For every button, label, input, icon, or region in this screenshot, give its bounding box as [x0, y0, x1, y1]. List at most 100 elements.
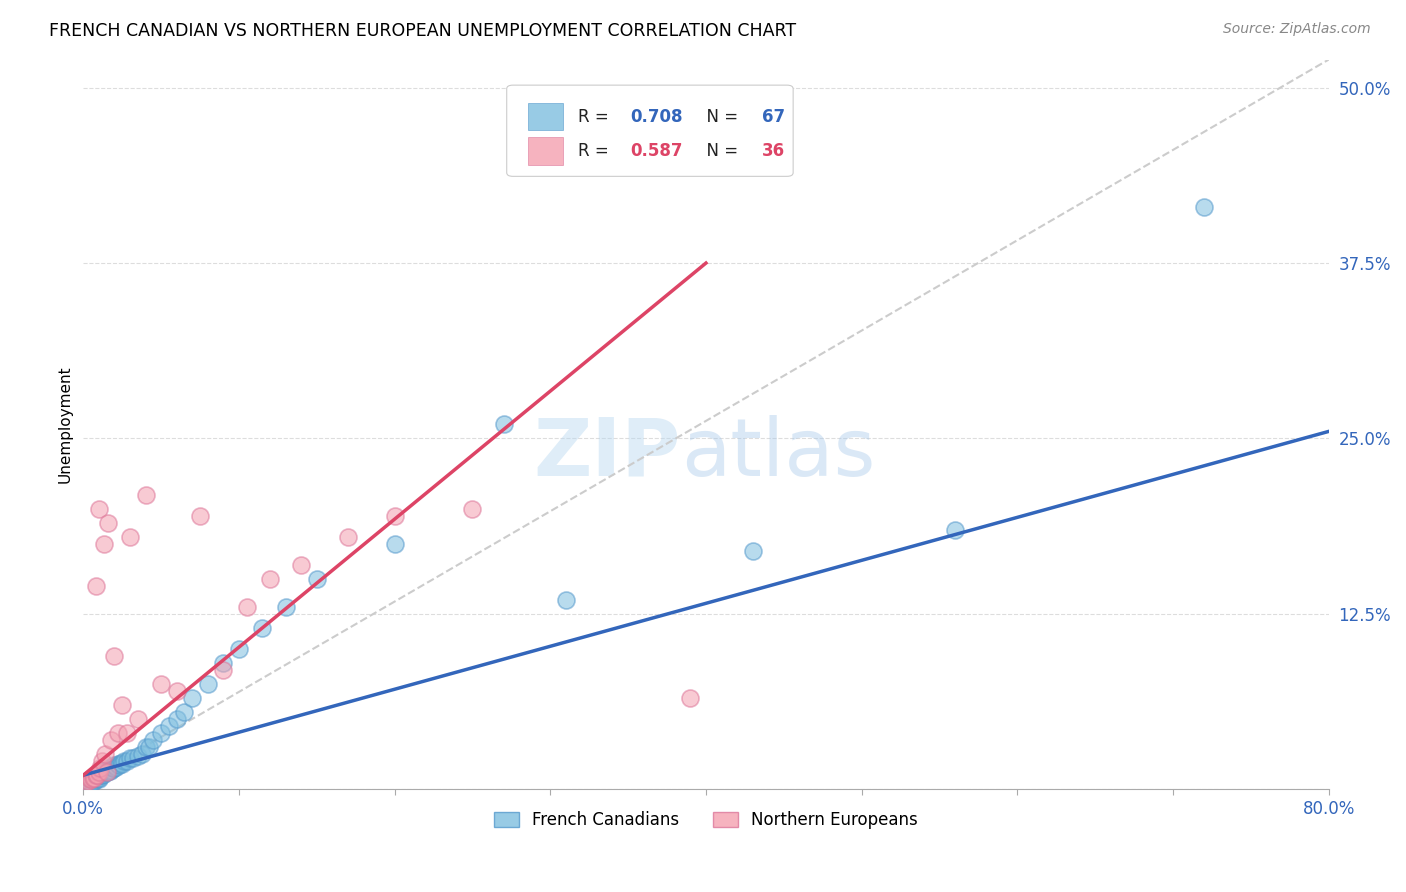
FancyBboxPatch shape [506, 85, 793, 177]
Point [84, 771, 107, 785]
Point [84, 772, 107, 787]
Point [89, 761, 111, 775]
Point [96, 765, 118, 780]
Point [142, 733, 165, 747]
Text: 0.708: 0.708 [630, 108, 682, 126]
Point [259, 572, 281, 586]
FancyBboxPatch shape [527, 103, 562, 130]
Point [87, 765, 110, 780]
Point [127, 748, 149, 763]
Point [111, 756, 134, 771]
Point [336, 530, 359, 544]
Point [97, 516, 120, 530]
Point [235, 599, 257, 614]
Point [492, 417, 515, 432]
Text: R =: R = [578, 108, 613, 126]
Point [89, 768, 111, 782]
Point [87, 766, 110, 780]
Point [135, 487, 157, 501]
Point [104, 760, 127, 774]
Point [188, 508, 211, 523]
Point [77, 775, 100, 789]
Point [80, 775, 103, 789]
Point [101, 761, 124, 775]
Point [87, 771, 110, 785]
Point [87, 772, 110, 787]
Text: 0.587: 0.587 [630, 142, 682, 160]
Point [1192, 200, 1215, 214]
Point [87, 765, 110, 780]
Point [228, 641, 250, 656]
Point [166, 684, 188, 698]
Point [91, 764, 114, 778]
Point [91, 754, 114, 768]
Point [384, 537, 406, 551]
Point [100, 760, 122, 774]
Point [82, 772, 104, 787]
Point [110, 756, 132, 770]
Text: ZIP: ZIP [534, 415, 681, 492]
Point [86, 768, 108, 782]
Point [741, 543, 763, 558]
Point [91, 768, 114, 782]
Point [461, 501, 484, 516]
FancyBboxPatch shape [527, 137, 562, 165]
Point [305, 572, 328, 586]
Point [197, 677, 219, 691]
Point [150, 677, 173, 691]
Text: R =: R = [578, 142, 613, 160]
Text: 36: 36 [762, 142, 785, 160]
Point [93, 764, 115, 778]
Point [100, 763, 122, 777]
Text: Source: ZipAtlas.com: Source: ZipAtlas.com [1223, 22, 1371, 37]
Legend: French Canadians, Northern Europeans: French Canadians, Northern Europeans [488, 805, 925, 836]
Point [79, 772, 101, 787]
Point [107, 726, 129, 740]
Point [135, 740, 157, 755]
Point [86, 771, 108, 785]
Point [96, 765, 118, 780]
Point [108, 758, 131, 772]
Point [131, 747, 153, 761]
Point [75, 775, 97, 789]
Point [77, 773, 100, 788]
Point [79, 773, 101, 788]
Point [84, 768, 107, 782]
Point [75, 775, 97, 789]
Point [122, 751, 145, 765]
Point [943, 523, 966, 537]
Text: N =: N = [696, 142, 744, 160]
Point [103, 758, 125, 772]
Point [212, 656, 235, 670]
Point [115, 754, 138, 768]
Point [103, 648, 125, 663]
Text: FRENCH CANADIAN VS NORTHERN EUROPEAN UNEMPLOYMENT CORRELATION CHART: FRENCH CANADIAN VS NORTHERN EUROPEAN UNE… [49, 22, 796, 40]
Point [173, 705, 195, 719]
Point [98, 764, 121, 778]
Point [274, 599, 297, 614]
Point [679, 691, 702, 706]
Point [384, 508, 406, 523]
Text: atlas: atlas [681, 415, 876, 492]
Point [97, 764, 120, 778]
Point [127, 712, 149, 726]
Point [86, 768, 108, 782]
Point [100, 733, 122, 747]
Point [112, 754, 135, 768]
Point [290, 558, 312, 572]
Point [96, 763, 118, 777]
Point [84, 768, 107, 782]
Point [118, 751, 141, 765]
Point [138, 740, 160, 755]
Point [84, 579, 107, 593]
Point [93, 537, 115, 551]
Point [83, 773, 105, 788]
Point [87, 768, 110, 782]
Point [554, 592, 576, 607]
Text: 67: 67 [762, 108, 785, 126]
Point [93, 766, 115, 780]
Point [118, 530, 141, 544]
Point [94, 765, 117, 780]
Point [107, 756, 129, 771]
Point [89, 765, 111, 780]
